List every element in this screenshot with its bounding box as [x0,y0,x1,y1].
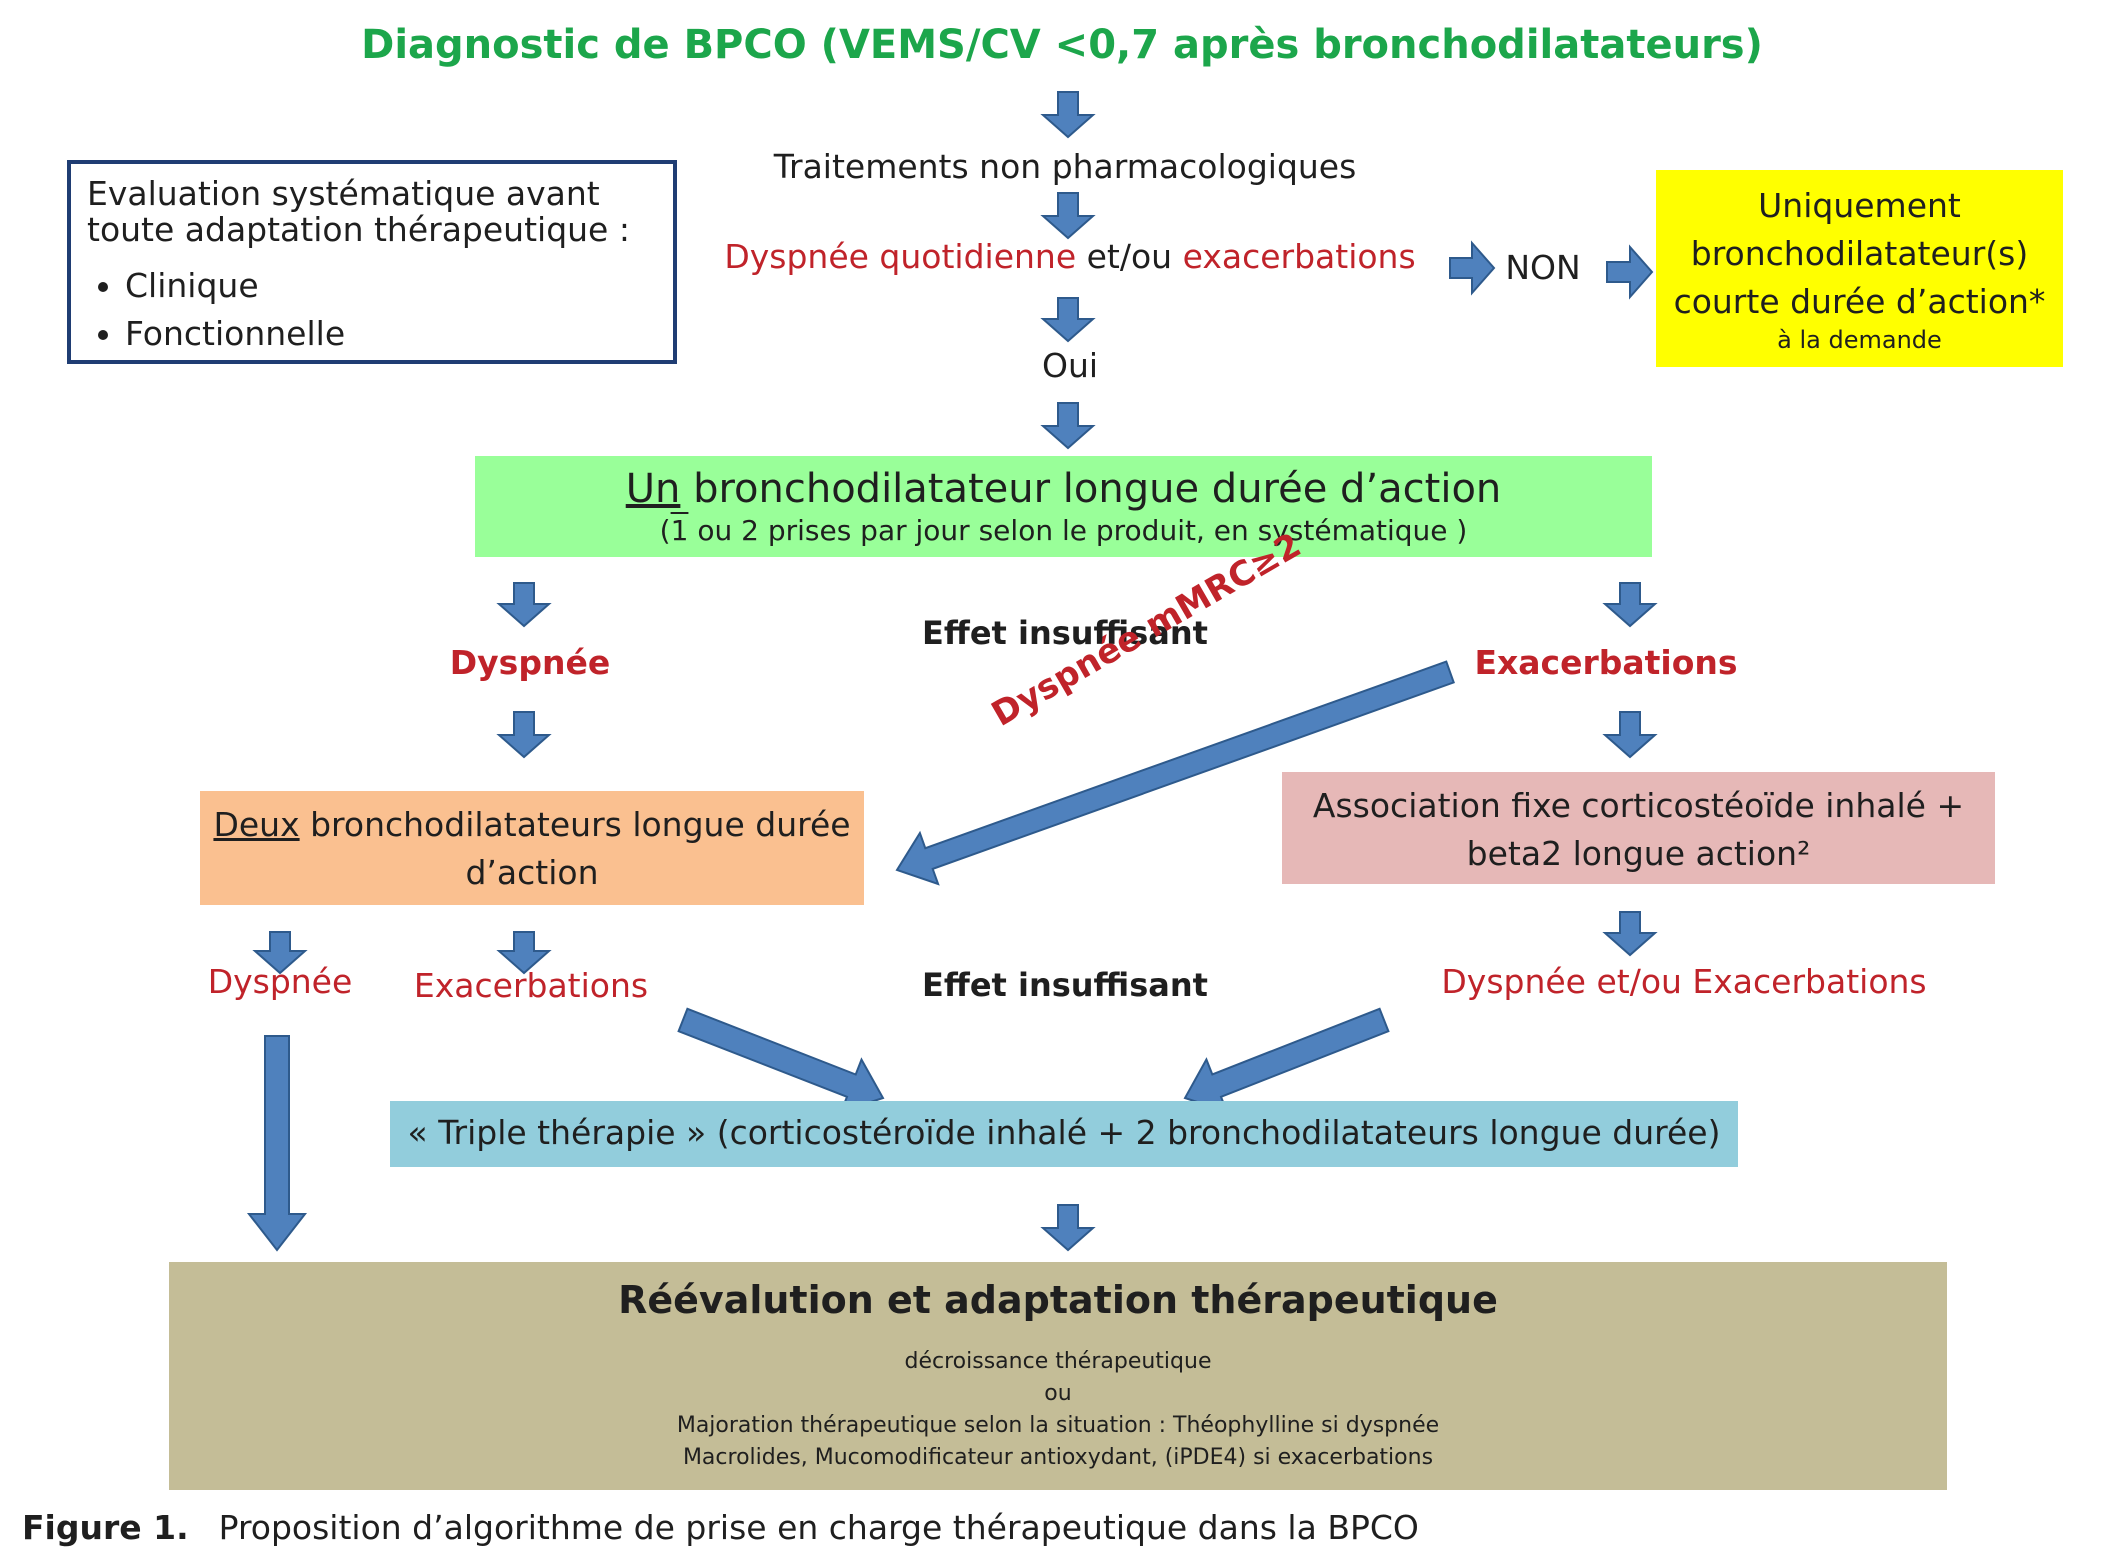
sub-one: 1 [670,514,689,547]
ics-laba-box: Association fixe corticostéoïde inhalé +… [1282,772,1995,884]
deux-underlined: Deux [213,805,300,844]
evaluation-item-clinique: Clinique [125,262,673,310]
reevaluation-line-4: Macrolides, Mucomodificateur antioxydant… [682,1445,1434,1470]
arrow-non-to-short [1606,244,1654,300]
two-bronchodilators-rest: bronchodilatateurs longue durée [299,805,851,844]
exacerbations-text: exacerbations [1182,237,1416,276]
one-bronchodilator-rest: bronchodilatateur longue durée d’action [680,466,1502,512]
daily-dyspnea-text: Dyspnée quotidienne [724,237,1077,276]
arrow-exacerbations-to-ics [1602,711,1658,759]
one-bronchodilator-box: Un bronchodilatateur longue durée d’acti… [475,456,1652,557]
reevaluation-line-2: ou [1044,1381,1072,1406]
dyspnea-exacerbations-label: Dyspnée et/ou Exacerbations [1441,962,1927,1001]
arrow-dyspnea-to-non [1449,240,1496,296]
two-bronchodilators-box: Deux bronchodilatateurs longue durée d’a… [200,791,864,905]
arrow-dyspnea-to-oui [1040,297,1096,343]
arrow-ics-to-dyspnea-exac [1602,911,1658,957]
arrow-two-to-dyspnea [252,931,308,975]
figure-caption: Figure 1. Proposition d’algorithme de pri… [22,1508,1419,1547]
ics-laba-line-1: Association fixe corticostéoïde inhalé + [1312,786,1965,825]
arrow-triple-to-reevaluation [1040,1204,1096,1252]
exacerbations-label-2: Exacerbations [413,966,649,1005]
arrow-mmrc-to-two [895,660,1455,886]
arrow-one-to-exacerbations [1602,582,1658,628]
sub-open: ( [659,514,671,547]
short-acting-line-2: bronchodilatateur(s) [1690,234,2029,273]
reevaluation-box: Réévalution et adaptation thérapeutique … [169,1262,1947,1490]
two-bronchodilators-line-1: Deux bronchodilatateurs longue durée [200,801,864,849]
sub-rest: ou 2 prises par jour selon le produit, e… [688,514,1468,547]
short-acting-line-4: à la demande [1777,326,1942,354]
evaluation-line-2: toute adaptation thérapeutique : [87,210,630,249]
reevaluation-title: Réévalution et adaptation thérapeutique [618,1278,1498,1322]
insufficient-effect-label-1: Effet insuffisant [922,614,1208,652]
arrow-dyspnea-to-two [496,711,552,759]
triple-therapy-box: « Triple thérapie » (corticostéroïde inh… [390,1101,1738,1167]
arrow-exacerbations-to-triple [677,1007,885,1114]
insufficient-effect-label-2: Effet insuffisant [922,966,1208,1004]
reevaluation-line-3: Majoration thérapeutique selon la situat… [676,1413,1440,1438]
arrow-title-to-nonpharma [1040,91,1096,139]
arrow-dyspnea-exac-to-triple [1183,1007,1390,1114]
evaluation-item-fonctionnelle: Fonctionnelle [125,310,673,358]
reevaluation-line-1: décroissance thérapeutique [904,1349,1212,1374]
non-label: NON [1505,248,1581,287]
non-pharmacological-step: Traitements non pharmacologiques [773,147,1357,186]
figure-label: Figure 1. [22,1508,189,1547]
evaluation-line-1: Evaluation systématique avant [87,174,600,213]
evaluation-list: Clinique Fonctionnelle [87,262,673,358]
exacerbations-label-1: Exacerbations [1474,643,1738,682]
arrow-two-to-exacerbations [496,931,552,975]
oui-label: Oui [1041,346,1099,385]
evaluation-box: Evaluation systématique avant toute adap… [67,160,677,364]
arrow-dyspnea-to-reevaluation [246,1035,308,1252]
ics-laba-line-2: beta2 longue action² [1466,834,1811,873]
arrow-oui-to-one-bronch [1040,402,1096,450]
figure-caption-text: Proposition d’algorithme de prise en cha… [218,1508,1419,1547]
short-acting-box: Uniquement bronchodilatateur(s) courte d… [1656,170,2063,367]
one-bronchodilator-subtitle: (1 ou 2 prises par jour selon le produit… [475,514,1652,548]
one-bronchodilator-title: Un bronchodilatateur longue durée d’acti… [475,464,1652,514]
un-underlined: Un [625,466,681,512]
arrow-one-to-dyspnea [496,582,552,628]
arrow-nonpharma-to-dyspnea [1040,192,1096,240]
dyspnea-label-1: Dyspnée [449,643,611,682]
diagnosis-title: Diagnostic de BPCO (VEMS/CV <0,7 après b… [361,22,1763,68]
and-or-text: et/ou [1076,237,1183,276]
two-bronchodilators-line-2: d’action [465,853,599,892]
short-acting-line-1: Uniquement [1758,186,1961,225]
dyspnea-label-2: Dyspnée [207,962,353,1001]
short-acting-line-3: courte durée d’action* [1673,282,2046,321]
dyspnea-exacerbation-question: Dyspnée quotidienne et/ou exacerbations [700,237,1440,276]
